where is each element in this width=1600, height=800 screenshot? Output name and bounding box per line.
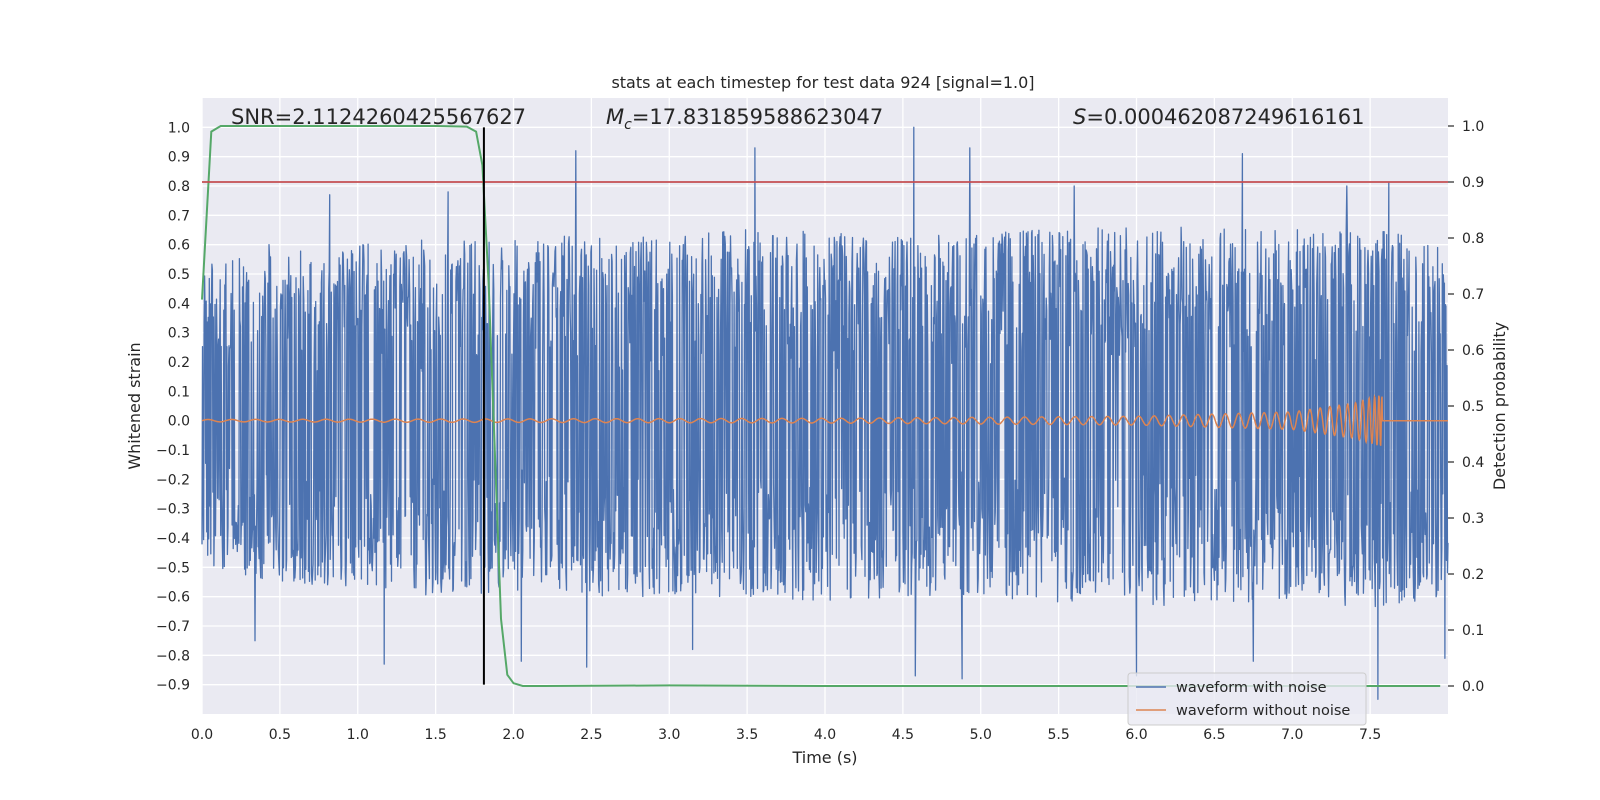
y-tick-label-1: −0.8: [156, 648, 190, 664]
y-axis-left: −0.9 −0.8 −0.7 −0.6 −0.5 −0.4 −0.3 −0.2 −0.1 0.0 0…: [156, 120, 190, 693]
y-tick-label-5: −0.4: [156, 531, 190, 547]
x-tick-label-3: 1.5: [424, 727, 446, 743]
x-tick-label-11: 5.5: [1047, 727, 1069, 743]
y-right-tick-label-6: 0.6: [1462, 343, 1484, 359]
chirp-mass-symbol: M: [606, 105, 624, 129]
x-tick-label-2: 1.0: [347, 727, 369, 743]
x-tick-label-15: 7.5: [1359, 727, 1381, 743]
y-right-tick-label-9: 0.9: [1462, 175, 1484, 191]
x-tick-label-5: 2.5: [580, 727, 602, 743]
y-right-tick-label-0: 0.0: [1462, 679, 1484, 695]
chirp-mass-subscript: c: [624, 117, 632, 133]
chart-title: stats at each timestep for test data 924…: [611, 73, 1034, 92]
legend-label-noise: waveform with noise: [1176, 680, 1327, 696]
y-right-tick-label-4: 0.4: [1462, 455, 1484, 471]
y-tick-label-14: 0.5: [168, 267, 190, 283]
s-annotation: S=0.000462087249616161: [1073, 105, 1364, 129]
y-right-tick-label-2: 0.2: [1462, 567, 1484, 583]
y-tick-label-3: −0.6: [156, 590, 190, 606]
y-tick-label-12: 0.3: [168, 326, 190, 342]
y-tick-label-10: 0.1: [168, 384, 190, 400]
y-right-tick-label-10: 1.0: [1462, 119, 1484, 135]
x-tick-label-10: 5.0: [970, 727, 992, 743]
legend: waveform with noise waveform without noi…: [1127, 672, 1367, 726]
x-tick-label-8: 4.0: [814, 727, 836, 743]
y-tick-label-6: −0.3: [156, 502, 190, 518]
x-tick-label-9: 4.5: [892, 727, 914, 743]
x-tick-label-0: 0.0: [191, 727, 213, 743]
snr-annotation: SNR=2.1124260425567627: [231, 105, 526, 129]
x-tick-label-12: 6.0: [1125, 727, 1147, 743]
y-tick-label-15: 0.6: [168, 238, 190, 254]
y-tick-label-9: 0.0: [168, 414, 190, 430]
y-right-tick-label-7: 0.7: [1462, 287, 1484, 303]
x-tick-label-1: 0.5: [269, 727, 291, 743]
y-tick-label-0: −0.9: [156, 678, 190, 694]
series-waveform-without-noise: [201, 394, 1448, 446]
s-value: =0.000462087249616161: [1086, 105, 1364, 129]
x-axis: 0.0 0.5 1.0 1.5 2.0 2.5 3.0 3.5 4.0 4.5 5.0 5.5 6.0 6…: [191, 727, 1381, 743]
y-right-tick-label-1: 0.1: [1462, 623, 1484, 639]
series-waveform-with-noise: [201, 126, 1449, 700]
chirp-mass-annotation: Mc=17.831859588623047: [606, 105, 883, 133]
y-tick-label-16: 0.7: [168, 208, 190, 224]
legend-box: [1127, 672, 1367, 726]
y-tick-label-17: 0.8: [168, 179, 190, 195]
s-symbol: S: [1073, 105, 1086, 129]
y-right-tick-label-5: 0.5: [1462, 399, 1484, 415]
x-tick-label-7: 3.5: [736, 727, 758, 743]
x-axis-label: Time (s): [791, 748, 857, 767]
y-tick-label-19: 1.0: [168, 120, 190, 136]
y-right-tick-label-3: 0.3: [1462, 511, 1484, 527]
clean-line: [201, 394, 1448, 446]
legend-label-clean: waveform without noise: [1176, 703, 1350, 719]
y-right-tick-label-8: 0.8: [1462, 231, 1484, 247]
x-tick-label-6: 3.0: [658, 727, 680, 743]
series-detection-probability: [201, 125, 1441, 687]
y-tick-label-8: −0.1: [156, 443, 190, 459]
noise-line: [201, 126, 1449, 700]
y-tick-label-11: 0.2: [168, 355, 190, 371]
y-axis-label: Whitened strain: [125, 342, 144, 469]
probability-line: [201, 125, 1441, 687]
y-tick-label-13: 0.4: [168, 296, 190, 312]
y-axis-right: 0.0 0.1 0.2 0.3 0.4 0.5 0.6 0.7 0.8 0.9 1.0: [1448, 119, 1484, 695]
x-tick-label-13: 6.5: [1203, 727, 1225, 743]
y-axis-right-label: Detection probability: [1490, 322, 1509, 490]
x-tick-label-4: 2.0: [502, 727, 524, 743]
y-tick-label-2: −0.7: [156, 619, 190, 635]
y-tick-label-4: −0.5: [156, 560, 190, 576]
chirp-mass-value: =17.831859588623047: [632, 105, 883, 129]
y-tick-label-18: 0.9: [168, 150, 190, 166]
overlay-lines: [202, 127, 1448, 685]
y-tick-label-7: −0.2: [156, 472, 190, 488]
x-tick-label-14: 7.0: [1281, 727, 1303, 743]
